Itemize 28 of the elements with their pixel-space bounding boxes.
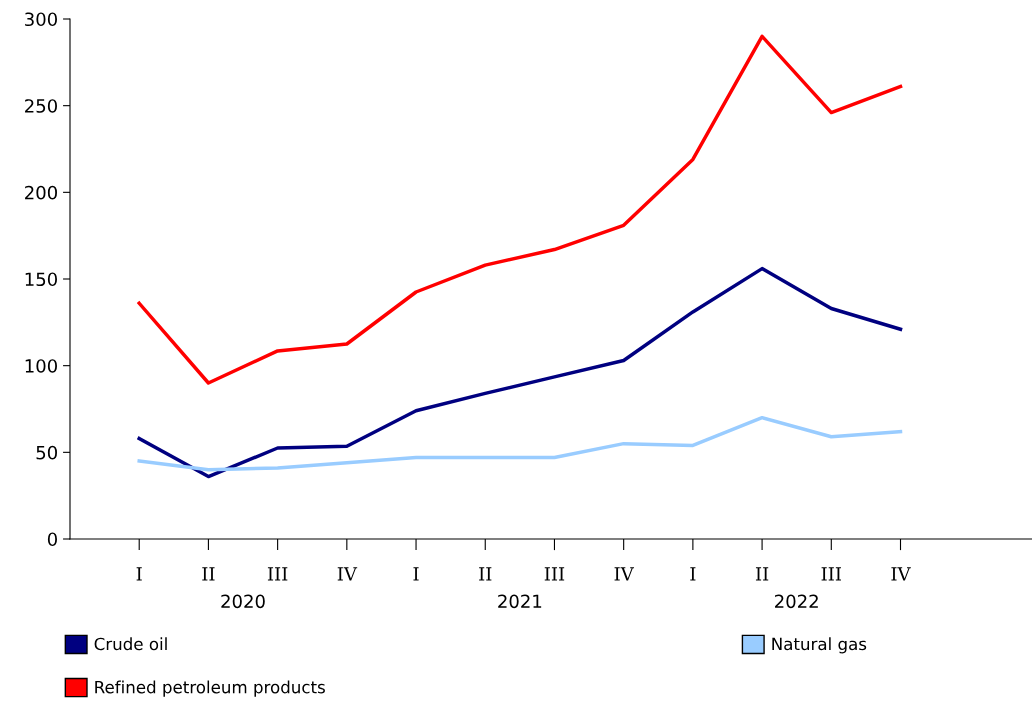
x-tick-label: II xyxy=(202,567,215,581)
text: 2022 xyxy=(775,594,818,609)
x-tick-label: IV xyxy=(337,567,358,581)
line-series xyxy=(137,34,903,385)
x-tick-label: I xyxy=(136,567,142,581)
x-tick-label: III xyxy=(544,567,565,581)
x-tick-label: I xyxy=(413,567,419,581)
text: 2020 xyxy=(221,594,265,609)
y-tick-label: 300 xyxy=(25,12,57,27)
y-tick-label: 200 xyxy=(25,185,57,200)
y-tick-label: 250 xyxy=(25,99,57,113)
line-series xyxy=(137,266,903,479)
text: 2021 xyxy=(498,594,542,609)
legend-label: Refined petroleum products xyxy=(95,680,325,697)
y-tick-label: 150 xyxy=(25,272,57,287)
legend-label: Crude oil xyxy=(94,637,167,651)
y-tick-label: 50 xyxy=(36,445,57,460)
x-tick-label: III xyxy=(821,567,841,581)
y-tick-label: 0 xyxy=(47,532,57,547)
line-series xyxy=(137,415,903,472)
x-tick-label: IV xyxy=(891,567,911,581)
y-tick-label: 100 xyxy=(25,359,57,373)
x-tick-label: II xyxy=(479,567,492,581)
x-tick-label: III xyxy=(267,567,288,581)
x-tick-label: I xyxy=(690,567,696,581)
x-tick-label: II xyxy=(755,567,769,581)
legend-label: Natural gas xyxy=(772,637,867,654)
x-tick-label: IV xyxy=(614,567,635,581)
